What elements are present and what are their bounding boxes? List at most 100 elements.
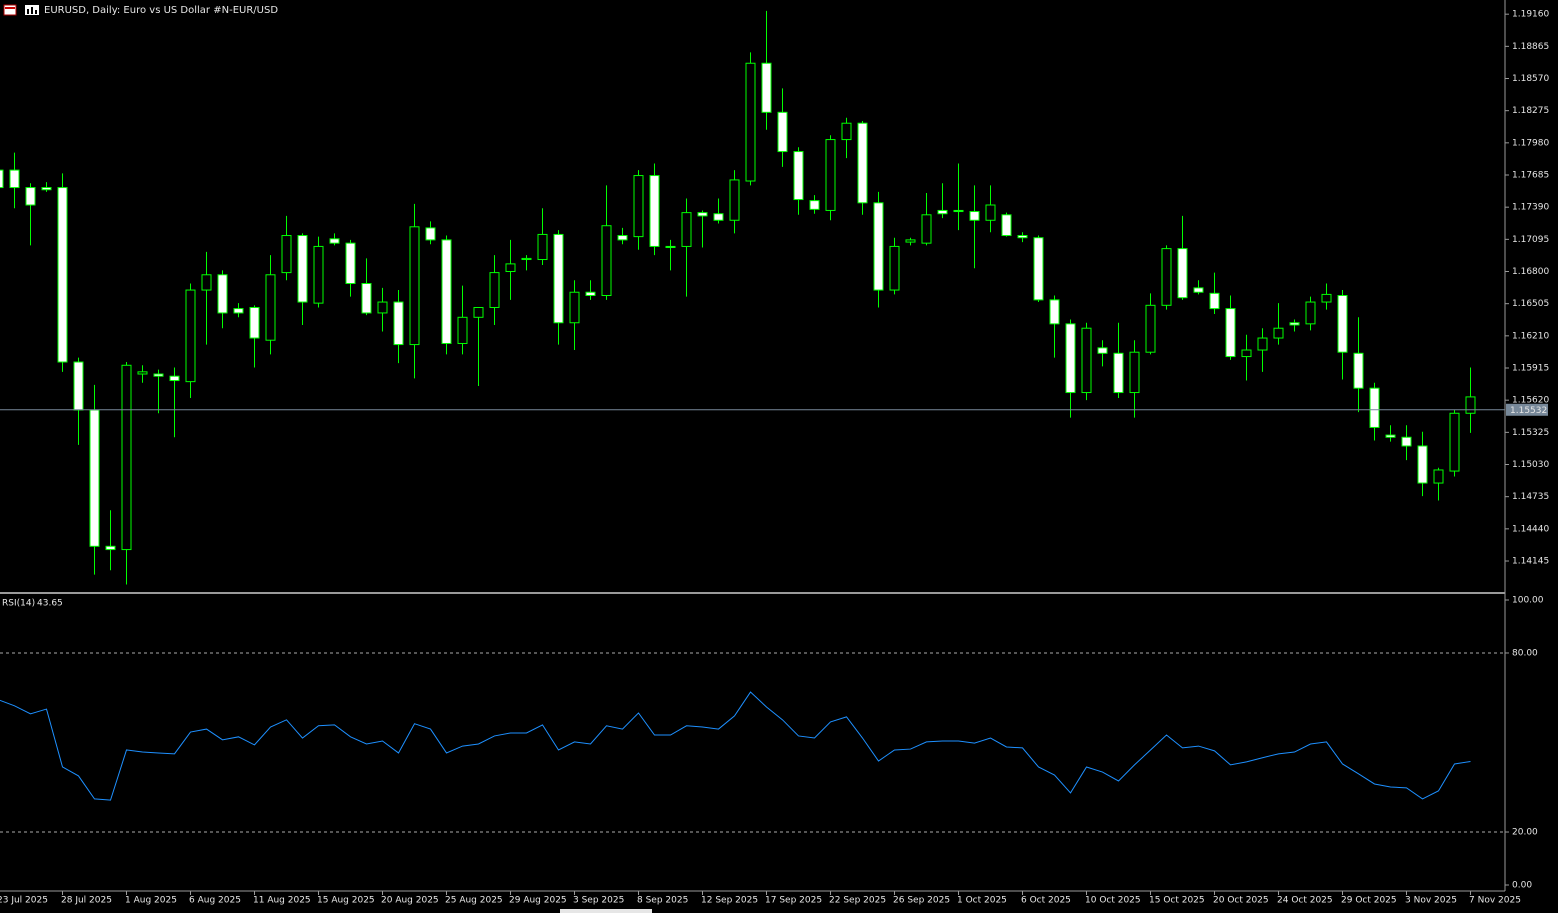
candle-body-up: [985, 204, 996, 221]
candle-body-up: [489, 272, 500, 308]
rsi-title: RSI(14) 43.65: [2, 599, 63, 609]
candle-body-down: [697, 212, 708, 217]
candle-body-down: [937, 209, 948, 215]
candle-body-down: [1113, 352, 1124, 394]
y-tick-label: 1.15030: [1512, 460, 1549, 470]
candle-body-down: [857, 122, 868, 204]
candle-body-down: [761, 62, 772, 113]
icon-chart-bar: [27, 9, 29, 14]
y-tick-label: 1.18275: [1512, 106, 1549, 116]
rsi-current-value: 43.65: [37, 599, 63, 609]
candle-body-down: [1177, 248, 1188, 299]
candle-body-up: [505, 263, 516, 273]
y-tick-label: 1.17390: [1512, 203, 1549, 213]
panel-plot: [0, 10, 1476, 585]
candle-body-up: [633, 175, 644, 238]
x-tick-label: 11 Aug 2025: [253, 896, 311, 906]
x-tick-label: 25 Aug 2025: [445, 896, 503, 906]
candle-body-down: [1065, 323, 1076, 394]
candle-body-down: [1209, 292, 1220, 310]
candle-body-up: [473, 306, 484, 318]
candle-body-down: [9, 169, 20, 189]
x-tick-label: 29 Oct 2025: [1341, 896, 1397, 906]
candle-body-down: [777, 111, 788, 153]
x-tick-label: 3 Sep 2025: [573, 896, 624, 906]
rsi-name: RSI(14): [2, 599, 35, 609]
candle-body-down: [1289, 322, 1300, 326]
candle-body-down: [0, 169, 4, 189]
candle-body-down: [1097, 347, 1108, 354]
candle-body-down: [1417, 445, 1428, 484]
candle-body-up: [921, 214, 932, 244]
y-tick-label: 1.14440: [1512, 524, 1549, 534]
candle-body-up: [265, 274, 276, 341]
candle-body-down: [425, 227, 436, 241]
candle-body-up: [825, 139, 836, 211]
candle-body-up: [729, 179, 740, 221]
candle-body-down: [1385, 434, 1396, 438]
x-tick-label: 23 Jul 2025: [0, 896, 48, 906]
candle-body-up: [521, 257, 532, 261]
candle-body-up: [1321, 293, 1332, 303]
x-tick-label: 24 Oct 2025: [1277, 896, 1333, 906]
candle-body-down: [57, 187, 68, 363]
candle-body-up: [121, 364, 132, 551]
y-tick-label: 1.17685: [1512, 171, 1549, 181]
candle-body-down: [1369, 387, 1380, 428]
y-tick-label: 1.17095: [1512, 235, 1549, 245]
x-tick-label: 15 Aug 2025: [317, 896, 375, 906]
candle-body-up: [745, 62, 756, 182]
y-tick-label: 1.19160: [1512, 10, 1549, 20]
candle-body-down: [1353, 352, 1364, 389]
candle-body-down: [793, 151, 804, 201]
candle-body-down: [393, 301, 404, 346]
x-tick-label: 10 Oct 2025: [1085, 896, 1141, 906]
y-tick-label: 1.15915: [1512, 364, 1549, 374]
candle-body-down: [617, 235, 628, 241]
candle-body-down: [969, 211, 980, 221]
candle-body-down: [169, 375, 180, 382]
candle-body-up: [905, 239, 916, 243]
candle-body-up: [377, 301, 388, 314]
candle-body-down: [345, 242, 356, 285]
candle-body-down: [153, 373, 164, 377]
y-tick-label: 1.15620: [1512, 396, 1549, 406]
x-tick-label: 3 Nov 2025: [1405, 896, 1457, 906]
candle-body-up: [1465, 396, 1476, 414]
current-price-label: 1.15532: [1510, 406, 1547, 416]
y-tick-label: 1.16800: [1512, 267, 1549, 277]
candle-body-up: [313, 245, 324, 304]
candle-body-up: [1449, 412, 1460, 472]
candle-body-up: [889, 245, 900, 291]
y-tick-label: 20.00: [1512, 828, 1538, 838]
candle-body-down: [329, 238, 340, 244]
candle-body-down: [1337, 295, 1348, 353]
rsi-line: [0, 691, 1471, 801]
candle-body-up: [1145, 304, 1156, 353]
candle-body-down: [953, 209, 964, 213]
current-price-box: [1506, 403, 1548, 416]
y-tick-label: 1.14735: [1512, 492, 1549, 502]
candle-body-up: [1129, 351, 1140, 394]
candle-body-down: [713, 213, 724, 221]
x-tick-label: 20 Aug 2025: [381, 896, 439, 906]
candle-body-down: [1225, 308, 1236, 358]
candle-body-up: [841, 122, 852, 141]
candle-body-up: [137, 371, 148, 375]
y-tick-label: 1.16505: [1512, 299, 1549, 309]
candle-body-up: [1305, 301, 1316, 325]
candle-body-up: [281, 235, 292, 274]
candle-body-up: [681, 212, 692, 247]
candle-body-down: [1401, 436, 1412, 447]
x-tick-label: 29 Aug 2025: [509, 896, 567, 906]
candle-body-down: [89, 409, 100, 547]
candle-body-down: [361, 283, 372, 314]
y-tick-label: 1.15325: [1512, 428, 1549, 438]
icon-flag-stripe: [5, 7, 15, 9]
scrollbar[interactable]: [560, 909, 652, 913]
candle-body-down: [553, 233, 564, 324]
symbol-icons: [3, 4, 39, 16]
icon-chart-bar: [31, 7, 33, 14]
candle-body-down: [1017, 235, 1028, 239]
